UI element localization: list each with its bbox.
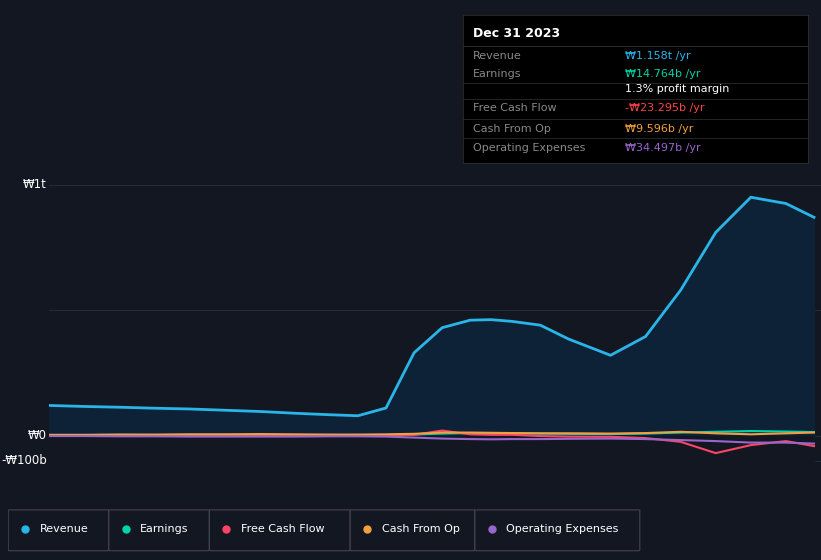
Text: Cash From Op: Cash From Op [474, 124, 551, 134]
Text: Earnings: Earnings [474, 69, 522, 79]
Text: Operating Expenses: Operating Expenses [474, 143, 585, 153]
Text: ₩0: ₩0 [28, 429, 47, 442]
Text: -₩100b: -₩100b [1, 454, 47, 467]
FancyBboxPatch shape [475, 510, 640, 551]
FancyBboxPatch shape [8, 510, 108, 551]
Text: 1.3% profit margin: 1.3% profit margin [625, 84, 730, 94]
Text: Revenue: Revenue [39, 524, 89, 534]
FancyBboxPatch shape [350, 510, 475, 551]
Text: Revenue: Revenue [474, 52, 522, 62]
Text: Dec 31 2023: Dec 31 2023 [474, 27, 561, 40]
Text: ₩9.596b /yr: ₩9.596b /yr [625, 124, 694, 134]
Text: -₩23.295b /yr: -₩23.295b /yr [625, 103, 704, 113]
Text: Free Cash Flow: Free Cash Flow [241, 524, 324, 534]
Text: Cash From Op: Cash From Op [382, 524, 460, 534]
Text: ₩34.497b /yr: ₩34.497b /yr [625, 143, 701, 153]
Text: ₩1.158t /yr: ₩1.158t /yr [625, 52, 690, 62]
Text: Free Cash Flow: Free Cash Flow [474, 103, 557, 113]
FancyBboxPatch shape [108, 510, 209, 551]
Text: ₩1t: ₩1t [23, 178, 47, 191]
Text: Operating Expenses: Operating Expenses [507, 524, 618, 534]
Text: ₩14.764b /yr: ₩14.764b /yr [625, 69, 700, 79]
FancyBboxPatch shape [209, 510, 351, 551]
Text: Earnings: Earnings [140, 524, 189, 534]
